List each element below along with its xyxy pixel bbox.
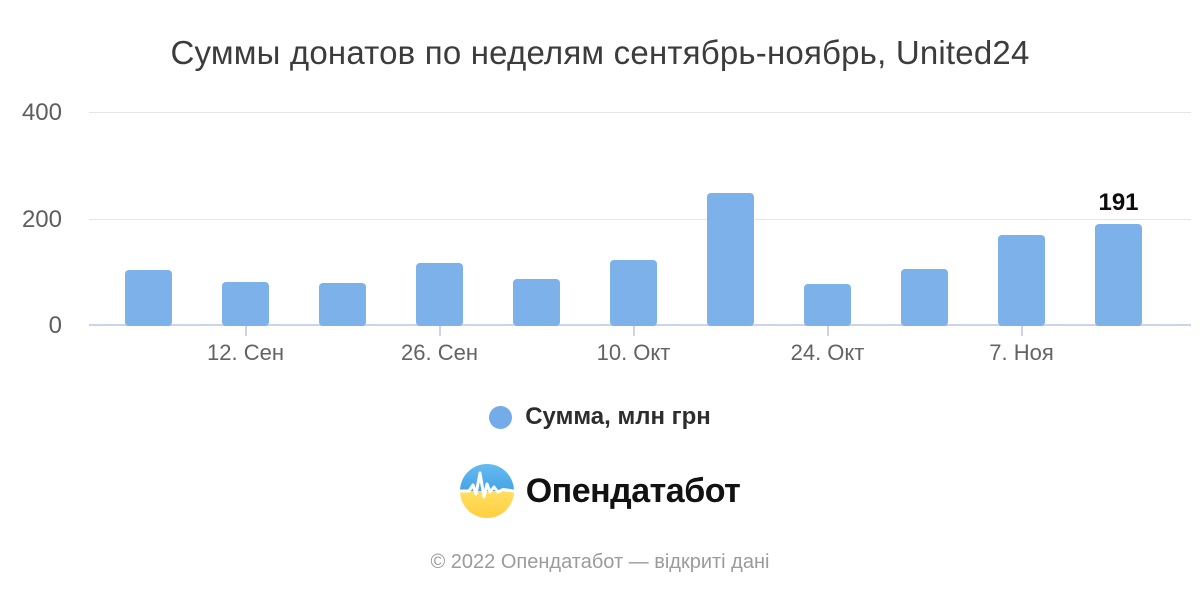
bar[interactable] xyxy=(513,279,560,326)
copyright-text: © 2022 Опендатабот — відкриті дані xyxy=(430,551,770,573)
y-axis-label: 0 xyxy=(48,312,62,339)
bar[interactable] xyxy=(222,282,269,326)
x-axis-tick xyxy=(438,326,441,336)
bar[interactable] xyxy=(901,269,948,326)
bar[interactable] xyxy=(804,284,851,326)
bar-value-label: 191 xyxy=(1098,189,1139,217)
x-axis-label: 10. Окт xyxy=(596,340,671,365)
bar[interactable] xyxy=(998,235,1045,326)
x-axis-tick xyxy=(1020,326,1023,336)
bar[interactable] xyxy=(1095,224,1142,326)
legend-label: Сумма, млн грн xyxy=(525,403,711,430)
gridline xyxy=(89,218,1191,220)
x-axis-label: 26. Сен xyxy=(401,340,478,365)
gridline xyxy=(89,112,1191,113)
bar[interactable] xyxy=(416,263,463,326)
bar[interactable] xyxy=(319,283,366,326)
bar[interactable] xyxy=(125,270,172,326)
x-axis-label: 24. Окт xyxy=(790,340,865,365)
x-axis-label: 12. Сен xyxy=(207,340,284,365)
x-axis-tick xyxy=(632,326,635,336)
legend-marker-icon xyxy=(489,405,513,429)
plot-area: 0 200 400 12. Сен 26. Сен 10. Окт 24. Окт 7. Но… xyxy=(21,99,1191,365)
logo-text: Опендатабот xyxy=(525,471,741,510)
bar[interactable] xyxy=(610,259,657,326)
x-axis-tick xyxy=(244,326,247,336)
chart-title: Суммы донатов по неделям сентябрь-ноябрь… xyxy=(170,34,1030,71)
logo: Опендатабот xyxy=(0,464,1200,518)
x-axis-tick xyxy=(826,326,829,336)
x-axis-label: 7. Ноя xyxy=(989,340,1054,365)
legend[interactable]: Сумма, млн грн xyxy=(0,403,1200,431)
y-axis-label: 200 xyxy=(21,205,62,233)
bar[interactable] xyxy=(707,192,754,326)
opendatabot-logo-icon xyxy=(459,464,514,518)
y-axis-label: 400 xyxy=(21,99,62,126)
